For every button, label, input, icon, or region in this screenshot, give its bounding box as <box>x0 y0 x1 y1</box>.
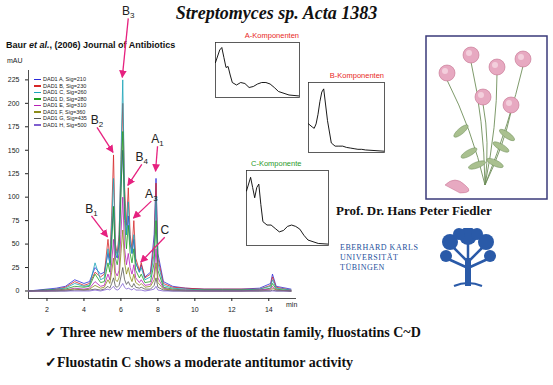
svg-text:C: C <box>160 223 169 237</box>
svg-text:175: 175 <box>8 123 20 130</box>
svg-text:2: 2 <box>45 306 49 313</box>
html-text:DAD1 E, Sig=310: DAD1 E, Sig=310 <box>43 102 87 108</box>
html-text:Streptomyces sp. Acta 1383: Streptomyces sp. Acta 1383 <box>175 3 378 23</box>
html-text:C-Komponente: C-Komponente <box>251 159 302 168</box>
svg-text:225: 225 <box>8 76 20 83</box>
svg-text:150: 150 <box>8 146 20 153</box>
svg-text:B1: B1 <box>85 202 98 218</box>
html-text:B-Komponenten: B-Komponenten <box>329 71 384 80</box>
html-text:DAD1 B, Sig=230: DAD1 B, Sig=230 <box>43 82 87 89</box>
svg-text:50: 50 <box>12 240 20 247</box>
svg-text:0: 0 <box>16 287 20 294</box>
svg-text:12: 12 <box>228 306 236 313</box>
html-text:✓Fluostatin C shows a moderate: ✓Fluostatin C shows a moderate antitumor… <box>45 355 354 370</box>
html-text:DAD1 H, Sig=500: DAD1 H, Sig=500 <box>43 121 87 128</box>
svg-text:B4: B4 <box>136 150 149 166</box>
svg-text:6: 6 <box>119 306 123 313</box>
svg-text:B2: B2 <box>91 113 104 129</box>
html-text:mAU: mAU <box>7 57 23 64</box>
svg-text:14: 14 <box>265 306 273 313</box>
html-text:TÜBINGEN: TÜBINGEN <box>340 263 385 272</box>
svg-text:10: 10 <box>191 306 199 313</box>
svg-text:A1: A1 <box>151 132 164 148</box>
svg-text:125: 125 <box>8 170 20 177</box>
svg-text:B3: B3 <box>122 4 135 20</box>
svg-text:75: 75 <box>12 217 20 224</box>
html-text:DAD1 G, Sig=435: DAD1 G, Sig=435 <box>43 115 87 121</box>
html-text:DAD1 C, Sig=260: DAD1 C, Sig=260 <box>43 89 87 95</box>
html-text:✓ Three new members of the flu: ✓ Three new members of the fluostatin fa… <box>45 325 421 340</box>
svg-text:A3: A3 <box>145 187 158 203</box>
svg-text:8: 8 <box>156 306 160 313</box>
html-text:EBERHARD KARLS: EBERHARD KARLS <box>340 243 419 252</box>
html-text:Baur et al., (2006) Journal of: Baur et al., (2006) Journal of Antibioti… <box>6 40 176 50</box>
html-text:min: min <box>286 301 298 308</box>
html-text:Prof. Dr. Hans Peter Fiedler: Prof. Dr. Hans Peter Fiedler <box>336 203 492 218</box>
svg-text:100: 100 <box>8 193 20 200</box>
svg-text:200: 200 <box>8 100 20 107</box>
html-text:A-Komponenten: A-Komponenten <box>244 31 299 40</box>
svg-text:25: 25 <box>12 264 20 271</box>
html-text:DAD1 D, Sig=280: DAD1 D, Sig=280 <box>43 95 87 102</box>
html-text:DAD1 F, Sig=360: DAD1 F, Sig=360 <box>43 108 86 115</box>
html-text:DAD1 A, Sig=210: DAD1 A, Sig=210 <box>43 76 86 82</box>
svg-text:4: 4 <box>82 306 86 313</box>
html-text:UNIVERSITÄT: UNIVERSITÄT <box>340 253 399 262</box>
